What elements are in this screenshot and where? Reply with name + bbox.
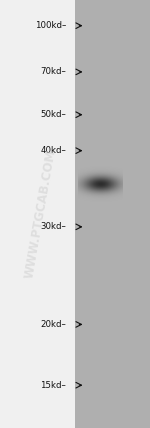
Text: 30kd–: 30kd– <box>40 222 66 232</box>
Text: 20kd–: 20kd– <box>40 320 66 329</box>
Text: 40kd–: 40kd– <box>40 146 66 155</box>
Bar <box>75 0 150 428</box>
Text: 100kd–: 100kd– <box>35 21 66 30</box>
Text: 50kd–: 50kd– <box>40 110 66 119</box>
Text: WWW.PTGCAB.COM: WWW.PTGCAB.COM <box>23 149 58 279</box>
Text: 70kd–: 70kd– <box>40 67 66 77</box>
Text: 15kd–: 15kd– <box>40 380 66 390</box>
